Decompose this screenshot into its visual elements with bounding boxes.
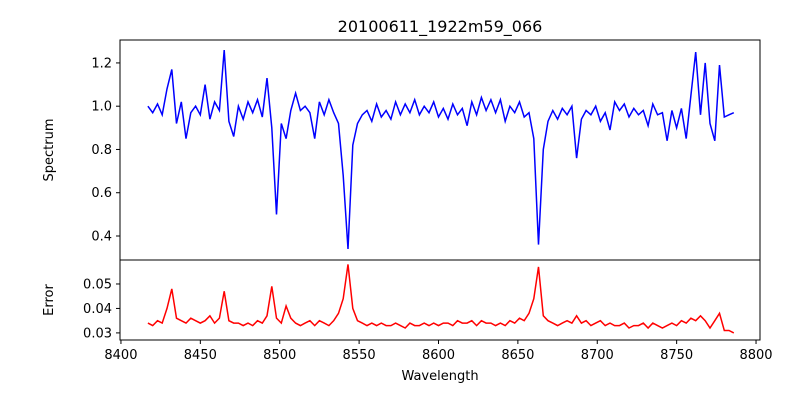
x-tick-label: 8800 (739, 348, 772, 363)
y-tick-label: 0.4 (91, 229, 112, 244)
y-tick-label: 1.2 (91, 56, 112, 71)
y-tick-label: 0.04 (83, 302, 112, 317)
y-tick-label: 0.8 (91, 143, 112, 158)
x-tick-label: 8700 (581, 348, 614, 363)
x-tick-label: 8650 (501, 348, 534, 363)
spectrum-panel: 0.4 0.6 0.8 1.0 1.2 (91, 39, 761, 261)
y-tick-label: 0.05 (83, 277, 112, 292)
chart-title: 20100611_1922m59_066 (338, 17, 543, 37)
y-tick-label: 0.6 (91, 186, 112, 201)
x-tick-label: 8450 (184, 348, 217, 363)
x-tick-label: 8750 (660, 348, 693, 363)
y-tick-label: 1.0 (91, 100, 112, 115)
y-tick-label: 0.03 (83, 326, 112, 341)
error-panel: 0.03 0.04 0.05 8400 8450 8500 8550 8600 8650 8700… (83, 259, 773, 363)
spectrum-line (147, 49, 735, 250)
x-axis-label: Wavelength (401, 369, 478, 384)
y-axis-label-spectrum: Spectrum (42, 119, 57, 182)
error-line (147, 264, 735, 334)
x-tick-label: 8600 (422, 348, 455, 363)
x-tick-label: 8400 (104, 348, 137, 363)
axes-frame (119, 259, 761, 341)
x-tick-label: 8500 (263, 348, 296, 363)
y-axis-label-error: Error (42, 284, 57, 316)
x-tick-label: 8550 (343, 348, 376, 363)
